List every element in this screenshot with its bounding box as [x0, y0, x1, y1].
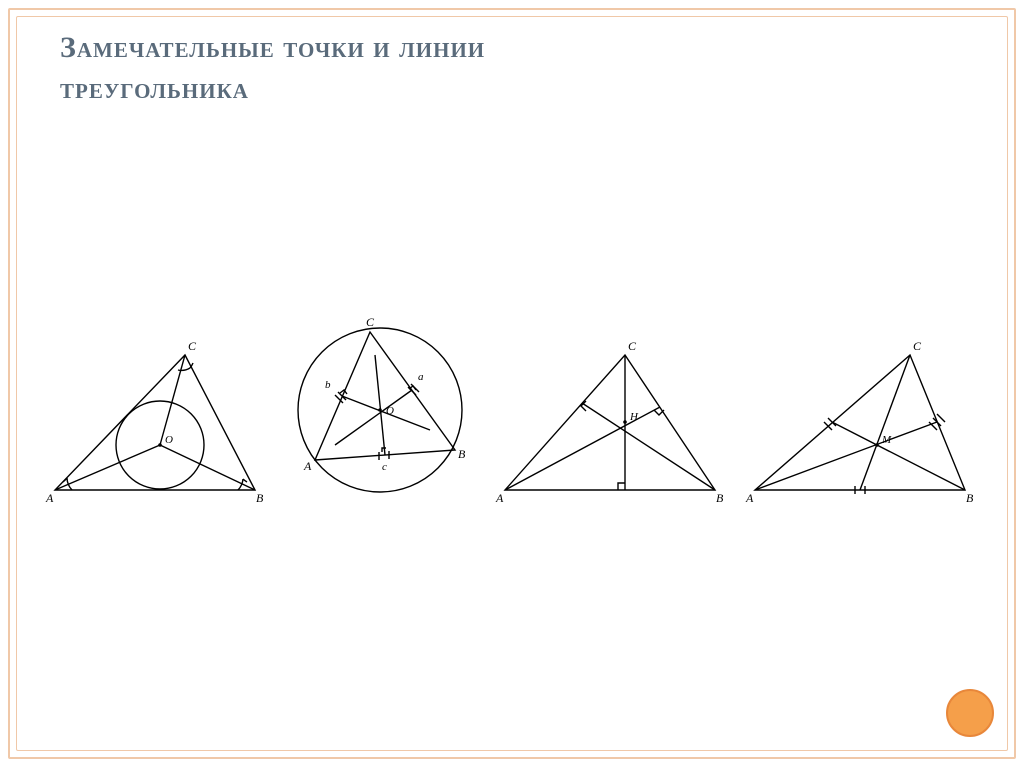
svg-text:c: c: [382, 461, 387, 473]
title-line1: Замечательные точки и линии: [60, 28, 485, 69]
accent-dot-icon: [946, 689, 994, 737]
svg-text:B: B: [966, 491, 974, 505]
svg-text:B: B: [716, 491, 724, 505]
slide-title: Замечательные точки и линии треугольника: [60, 28, 485, 109]
svg-text:C: C: [628, 339, 637, 353]
svg-text:b: b: [325, 379, 331, 391]
svg-text:O: O: [165, 434, 173, 446]
svg-text:A: A: [495, 491, 504, 505]
svg-text:A: A: [303, 459, 312, 473]
svg-text:C: C: [366, 315, 375, 329]
svg-text:M: M: [881, 434, 892, 446]
svg-text:B: B: [458, 447, 466, 461]
svg-text:C: C: [913, 339, 922, 353]
title-line2: треугольника: [60, 69, 485, 110]
diagram-incircle: O A B C: [40, 330, 270, 510]
svg-text:C: C: [188, 339, 197, 353]
diagram-centroid: M A B C: [740, 330, 980, 510]
svg-text:a: a: [418, 371, 424, 383]
slide: Замечательные точки и линии треугольника…: [0, 0, 1024, 767]
svg-text:O: O: [386, 405, 394, 417]
svg-text:A: A: [745, 491, 754, 505]
svg-text:A: A: [45, 491, 54, 505]
diagram-orthocenter: H A B C: [490, 330, 730, 510]
diagram-circumcircle: O a b c A B C: [280, 310, 480, 510]
svg-text:B: B: [256, 491, 264, 505]
svg-text:H: H: [629, 411, 639, 423]
diagrams-row: O A B C: [40, 290, 980, 510]
